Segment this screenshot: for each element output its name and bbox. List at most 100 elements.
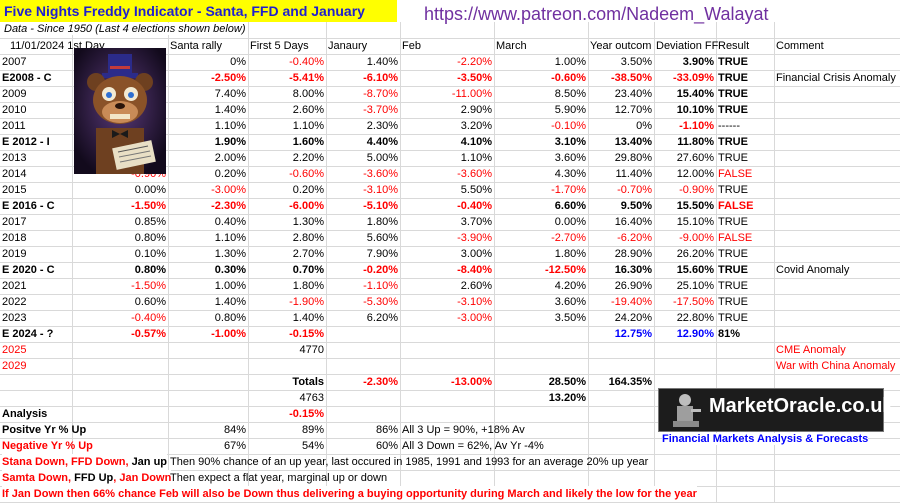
year-label: 2009	[2, 88, 27, 100]
oracle-statue-icon	[673, 394, 701, 427]
grid-line	[0, 310, 900, 311]
cell-ffd: 1.80%	[292, 280, 324, 292]
cell-santa	[170, 342, 246, 358]
cell-c1: -0.57%	[131, 328, 166, 340]
header-deviation: Deviation FF	[656, 40, 719, 52]
cell-mar: -2.70%	[551, 232, 586, 244]
cell-year_out: 16.30%	[614, 264, 652, 276]
analysis-label: Analysis	[2, 408, 48, 420]
logo-tagline: Financial Markets Analysis & Forecasts	[662, 433, 869, 445]
cell-mar: -1.70%	[551, 184, 586, 196]
cell-c1	[74, 342, 166, 358]
note-label: Stana Down, FFD Down, Jan up	[2, 454, 168, 470]
cell-dev: 15.60%	[676, 264, 714, 276]
cell-year_out: 3.50%	[620, 56, 652, 68]
cell-mar	[496, 326, 586, 342]
cell-jan: 6.20%	[366, 312, 398, 324]
cell-dev: 27.60%	[676, 152, 714, 164]
cell-mar: 1.80%	[554, 248, 586, 260]
cell-dev: 12.90%	[676, 328, 714, 340]
cell-result	[718, 358, 772, 374]
cell-feb: 5.50%	[460, 184, 492, 196]
cell-jan: -3.70%	[363, 104, 398, 116]
cell-year_out: 28.90%	[614, 248, 652, 260]
cell-dev	[656, 358, 714, 374]
grid-line	[588, 22, 589, 503]
cell-feb: -3.10%	[457, 296, 492, 308]
grid-line	[0, 166, 900, 167]
cell-year_out	[590, 342, 652, 358]
grid-line	[0, 326, 900, 327]
cell-result: FALSE	[718, 232, 753, 244]
grid-line	[0, 86, 900, 87]
grid-line	[0, 246, 900, 247]
cell-c1: 0.80%	[134, 264, 166, 276]
cell-feb: 3.00%	[460, 248, 492, 260]
cell-santa: 1.90%	[214, 136, 246, 148]
cell-c1	[74, 358, 166, 374]
cell-dev: 15.40%	[676, 88, 714, 100]
cell-comment: War with China Anomaly	[776, 360, 896, 372]
positive-ffd: 89%	[301, 424, 324, 436]
marketoracle-logo[interactable]: MarketOracle.co.uk	[658, 388, 894, 432]
negative-label: Negative Yr % Up	[2, 440, 93, 452]
cell-santa: -1.00%	[211, 328, 246, 340]
cell-mar: 6.60%	[554, 200, 586, 212]
cell-santa: 7.40%	[214, 88, 246, 100]
patreon-link[interactable]: https://www.patreon.com/Nadeem_Walayat	[424, 4, 769, 24]
year-label: E 2024 - ?	[2, 328, 54, 340]
grid-line	[72, 22, 73, 503]
cell-ffd: 1.40%	[292, 312, 324, 324]
cell-4763: 4763	[299, 392, 324, 404]
cell-feb: -0.40%	[457, 200, 492, 212]
cell-feb	[402, 342, 492, 358]
cell-year_out: 24.20%	[614, 312, 652, 324]
positive-jan: 86%	[375, 424, 398, 436]
year-label: 2019	[2, 248, 27, 260]
analysis-ffd: -0.15%	[289, 408, 324, 420]
year-label: 2007	[2, 56, 27, 68]
cell-dev: 15.10%	[676, 216, 714, 228]
year-label: E 2012 - I	[2, 136, 50, 148]
year-label: 2023	[2, 312, 27, 324]
cell-year_out: 11.40%	[615, 168, 653, 180]
cell-feb: 4.10%	[460, 136, 492, 148]
cell-mar: 4.20%	[554, 280, 586, 292]
cell-santa: -2.50%	[211, 72, 246, 84]
cell-santa: 0.30%	[214, 264, 246, 276]
cell-mar: 4.30%	[554, 168, 586, 180]
cell-santa: 0.80%	[214, 312, 246, 324]
year-label: 2013	[2, 152, 27, 164]
cell-feb: -3.90%	[457, 232, 492, 244]
grid-line	[494, 22, 495, 503]
cell-santa: 0%	[230, 56, 246, 68]
cell-santa: 1.00%	[214, 280, 246, 292]
totals-jan: -2.30%	[363, 376, 398, 388]
cell-feb: 1.10%	[460, 152, 492, 164]
grid-line	[0, 422, 900, 423]
cell-feb: 2.60%	[460, 280, 492, 292]
cell-mar	[496, 358, 586, 374]
cell-result: TRUE	[718, 280, 748, 292]
grid-line	[326, 22, 327, 503]
cell-feb: -11.00%	[451, 88, 492, 100]
cell-year_out: 13.40%	[614, 136, 652, 148]
cell-dev: 11.80%	[677, 136, 714, 148]
grid-line	[0, 198, 900, 199]
cell-santa: 1.10%	[214, 232, 246, 244]
cell-dev: 25.10%	[676, 280, 714, 292]
cell-c1: 0.85%	[134, 216, 166, 228]
cell-jan: 7.90%	[366, 248, 398, 260]
year-label: E2008 - C	[2, 72, 52, 84]
grid-line	[168, 22, 169, 503]
header-jan: Janaury	[328, 40, 368, 52]
negative-santa: 67%	[223, 440, 246, 452]
cell-feb	[402, 326, 492, 342]
cell-ffd: -1.90%	[289, 296, 324, 308]
cell-santa: 1.10%	[214, 120, 246, 132]
cell-mar: 3.50%	[554, 312, 586, 324]
cell-c1: -0.40%	[131, 312, 166, 324]
cell-ffd: 2.60%	[292, 104, 324, 116]
cell-jan	[328, 342, 398, 358]
